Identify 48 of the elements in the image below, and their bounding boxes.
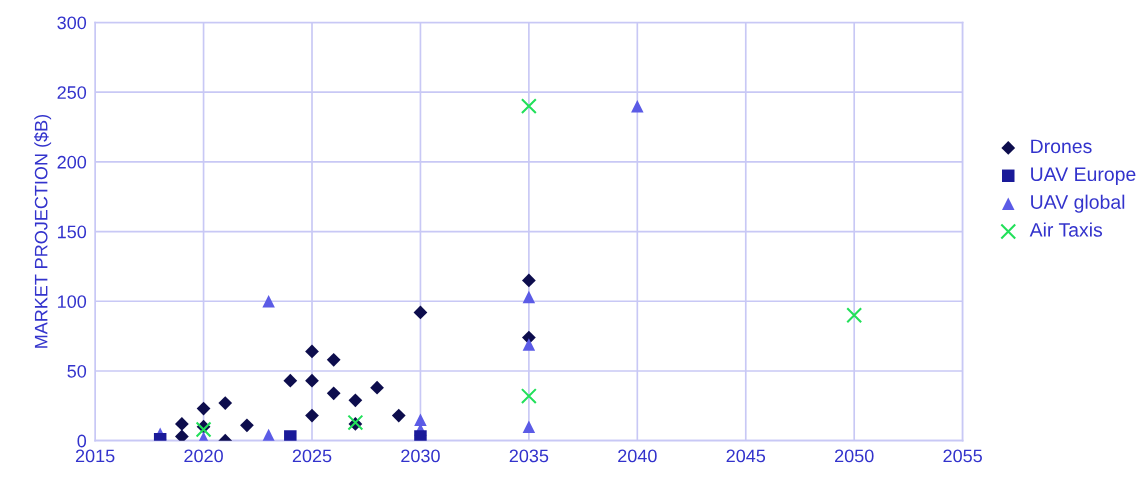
- point: [283, 373, 298, 388]
- x-tick-label: 2035: [509, 449, 549, 463]
- point: [196, 401, 211, 416]
- point: [218, 396, 233, 410]
- legend-label: Drones: [1031, 139, 1092, 154]
- x-tick-label: 2045: [726, 449, 766, 463]
- x-tick-label: 2050: [835, 449, 874, 463]
- point: [520, 98, 537, 115]
- point: [240, 418, 254, 433]
- point: [195, 421, 212, 438]
- point: [175, 417, 189, 431]
- y-axis-title: MARKET PROJECTION ($B): [33, 115, 52, 348]
- x-tick-label: 2055: [943, 449, 982, 463]
- y-tick-label: 150: [58, 225, 87, 239]
- y-tick-label: 50: [67, 364, 87, 378]
- point: [414, 430, 427, 441]
- point: [370, 380, 384, 395]
- x-tick-label: 2020: [184, 449, 223, 463]
- y-tick-label: 200: [57, 155, 87, 169]
- point: [631, 99, 644, 113]
- point: [326, 386, 341, 401]
- x-tick-label: 2015: [75, 449, 115, 463]
- x-tick-label: 2030: [401, 449, 440, 463]
- y-tick-label: 300: [57, 16, 87, 30]
- y-tick-label: 0: [77, 434, 87, 448]
- point: [522, 420, 536, 433]
- point: [414, 413, 427, 427]
- point: [522, 338, 536, 351]
- y-tick-label: 250: [57, 86, 87, 99]
- point: [522, 273, 536, 288]
- point: [846, 307, 863, 324]
- point: [348, 393, 363, 408]
- point: [284, 430, 297, 441]
- point: [522, 290, 536, 304]
- legend-label: UAV global: [1031, 194, 1125, 213]
- y-tick-label: 100: [58, 295, 87, 309]
- legend-label: Air Taxis: [1029, 222, 1103, 237]
- point: [305, 344, 319, 359]
- point: [305, 373, 319, 388]
- x-tick-label: 2025: [292, 449, 332, 463]
- point: [175, 429, 189, 441]
- point: [520, 388, 537, 405]
- x-tick-label: 2040: [618, 449, 657, 463]
- point: [391, 408, 406, 423]
- point: [262, 295, 275, 308]
- point: [305, 408, 319, 423]
- legend-label: UAV Europe: [1031, 167, 1136, 185]
- point: [326, 352, 341, 367]
